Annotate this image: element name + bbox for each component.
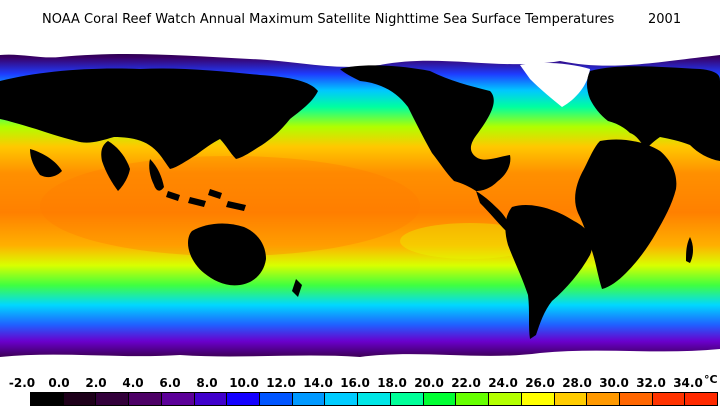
madagascar <box>686 237 693 263</box>
asia <box>0 68 318 169</box>
sst-map-svg <box>0 41 720 371</box>
scale-tick-label: 24.0 <box>488 376 518 390</box>
scale-tick-label: 30.0 <box>599 376 629 390</box>
scale-tick-label: 16.0 <box>340 376 370 390</box>
temperature-color-scale: -2.0 0.0 2.0 4.0 6.0 8.0 10.0 12.0 14.0 16.0 18.0 2… <box>0 373 720 411</box>
scale-tick-label: 0.0 <box>48 376 70 390</box>
japan <box>230 129 239 151</box>
scale-unit: °C <box>704 373 718 386</box>
scale-swatch <box>652 393 686 405</box>
south-america <box>505 204 593 339</box>
year-label: 2001 <box>648 12 682 27</box>
scale-swatch <box>390 393 424 405</box>
scale-tick-label: 2.0 <box>85 376 107 390</box>
title-text: NOAA Coral Reef Watch Annual Maximum Sat… <box>42 12 615 27</box>
scale-swatch <box>587 393 620 405</box>
arabian-peninsula <box>30 149 62 178</box>
scale-swatch <box>292 393 326 405</box>
scale-tick-label: 8.0 <box>196 376 218 390</box>
scale-swatch <box>31 393 64 405</box>
scale-tick-label: -2.0 <box>8 376 36 390</box>
antarctica <box>0 349 720 371</box>
scale-swatch <box>63 393 97 405</box>
greenland <box>520 62 590 107</box>
india <box>101 141 130 191</box>
central-america <box>476 191 512 231</box>
scale-swatch <box>423 393 457 405</box>
north-america <box>340 65 511 191</box>
sst-world-map <box>0 41 720 371</box>
scale-tick-label: 20.0 <box>414 376 444 390</box>
scale-swatch <box>260 393 293 405</box>
scale-labels: -2.0 0.0 2.0 4.0 6.0 8.0 10.0 12.0 14.0 16.0 18.0 2… <box>0 373 720 391</box>
scale-swatch <box>489 393 522 405</box>
scale-tick-label: 18.0 <box>377 376 407 390</box>
scale-tick-label: 12.0 <box>266 376 296 390</box>
scale-swatch <box>358 393 391 405</box>
australia <box>188 223 266 286</box>
new-zealand <box>292 279 302 297</box>
scale-swatch <box>619 393 653 405</box>
map-title: NOAA Coral Reef Watch Annual Maximum Sat… <box>0 10 720 32</box>
scale-swatch <box>194 393 228 405</box>
scale-swatch <box>96 393 130 405</box>
scale-tick-label: 26.0 <box>525 376 555 390</box>
africa <box>575 139 677 289</box>
scale-swatch <box>521 393 555 405</box>
scale-swatch <box>227 393 261 405</box>
scale-tick-label: 4.0 <box>122 376 144 390</box>
arctic-ice <box>0 41 720 67</box>
scale-tick-label: 34.0 <box>673 376 703 390</box>
scale-tick-label: 32.0 <box>636 376 666 390</box>
scale-color-bar <box>30 392 718 406</box>
europe <box>587 66 720 161</box>
scale-swatch <box>685 393 718 405</box>
new-guinea <box>226 201 246 211</box>
scale-tick-label: 10.0 <box>229 376 259 390</box>
scale-swatch <box>129 393 162 405</box>
scale-swatch <box>456 393 490 405</box>
scale-tick-label: 28.0 <box>562 376 592 390</box>
southeast-asia <box>149 159 164 191</box>
scale-swatch <box>325 393 359 405</box>
scale-tick-label: 14.0 <box>303 376 333 390</box>
scale-swatch <box>554 393 588 405</box>
scale-tick-label: 6.0 <box>159 376 181 390</box>
scale-swatch <box>161 393 195 405</box>
scale-tick-label: 22.0 <box>451 376 481 390</box>
